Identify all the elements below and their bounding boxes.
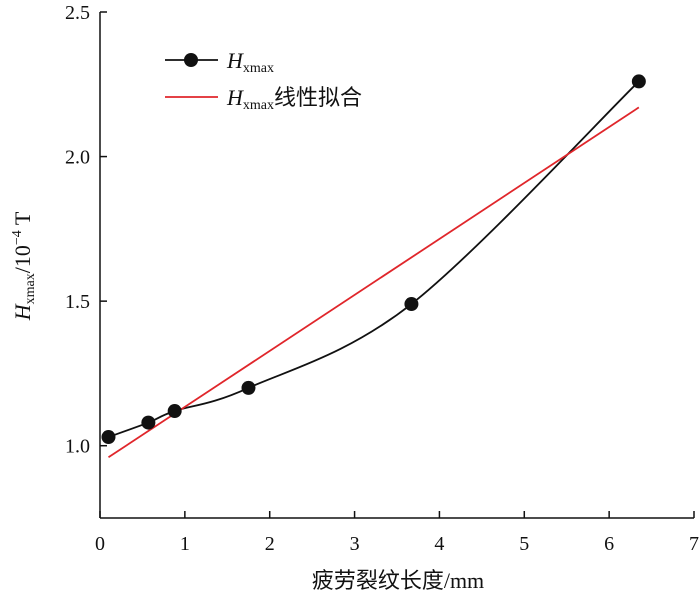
series-fit-line xyxy=(107,106,640,459)
data-point xyxy=(631,74,646,89)
y-ticks: 1.0 1.5 2.0 2.5 xyxy=(65,2,107,458)
x-tick-label: 2 xyxy=(265,533,275,555)
legend: Hxmax Hxmax线性拟合 xyxy=(165,48,362,113)
data-point xyxy=(141,415,156,430)
x-tick-label: 6 xyxy=(604,533,614,555)
series-points xyxy=(101,74,646,445)
plot-area xyxy=(101,74,646,459)
data-point xyxy=(404,297,419,312)
data-point xyxy=(241,380,256,395)
x-tick-label: 4 xyxy=(434,533,444,555)
y-axis-label: Hxmax/10−4 T xyxy=(10,211,38,321)
y-tick-label: 2.0 xyxy=(65,147,90,169)
y-tick-label: 2.5 xyxy=(65,2,90,24)
axes xyxy=(99,12,694,519)
legend-label-2: Hxmax线性拟合 xyxy=(226,85,362,113)
x-tick-label: 7 xyxy=(689,533,699,555)
x-tick-label: 0 xyxy=(95,533,105,555)
y-tick-label: 1.0 xyxy=(65,436,90,458)
x-axis-label: 疲劳裂纹长度/mm xyxy=(312,568,484,593)
y-tick-label: 1.5 xyxy=(65,291,90,313)
x-tick-label: 1 xyxy=(180,533,190,555)
data-point xyxy=(101,430,116,445)
x-tick-label: 3 xyxy=(350,533,360,555)
legend-marker-point xyxy=(184,53,198,67)
data-point xyxy=(167,404,182,419)
legend-label-1: Hxmax xyxy=(226,48,274,76)
x-tick-label: 5 xyxy=(519,533,529,555)
x-ticks: 0 1 2 3 4 5 6 7 xyxy=(95,511,699,555)
series-curve xyxy=(108,80,640,438)
